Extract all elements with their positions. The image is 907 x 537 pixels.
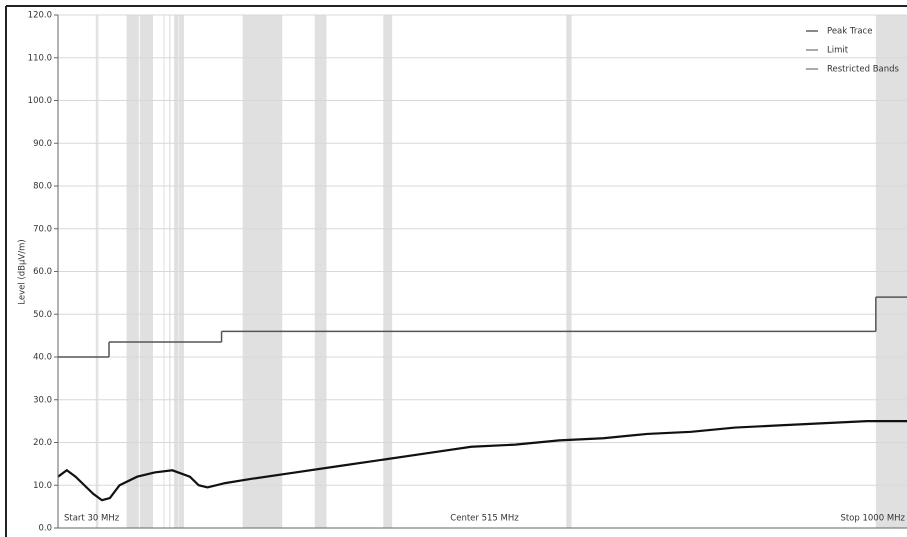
x-tick-label: Start 30 MHz bbox=[64, 514, 120, 524]
y-tick-label: 80.0 bbox=[33, 182, 52, 192]
y-tick-label: 90.0 bbox=[33, 139, 52, 149]
y-tick-label: 40.0 bbox=[33, 353, 52, 363]
x-tick-label: Stop 1000 MHz bbox=[840, 514, 905, 524]
peak-trace bbox=[57, 420, 907, 502]
y-tick-label: 0.0 bbox=[38, 524, 52, 534]
x-tick-label: Center 515 MHz bbox=[450, 514, 519, 524]
y-tick-label: 50.0 bbox=[33, 310, 52, 320]
y-tick-label: 30.0 bbox=[33, 395, 52, 405]
legend-label: Peak Trace bbox=[827, 27, 872, 37]
y-tick-label: 110.0 bbox=[28, 53, 52, 63]
y-tick-label: 120.0 bbox=[28, 11, 52, 21]
y-tick-label: 70.0 bbox=[33, 224, 52, 234]
legend-label: Restricted Bands bbox=[827, 65, 900, 75]
y-tick-label: 60.0 bbox=[33, 267, 52, 277]
y-tick-label: 10.0 bbox=[33, 481, 52, 491]
y-tick-label: 20.0 bbox=[33, 438, 52, 448]
legend-label: Limit bbox=[827, 46, 849, 56]
y-tick-label: 100.0 bbox=[28, 96, 52, 106]
plot-area bbox=[57, 14, 907, 529]
y-axis-label: Level (dBµV/m) bbox=[18, 239, 28, 304]
